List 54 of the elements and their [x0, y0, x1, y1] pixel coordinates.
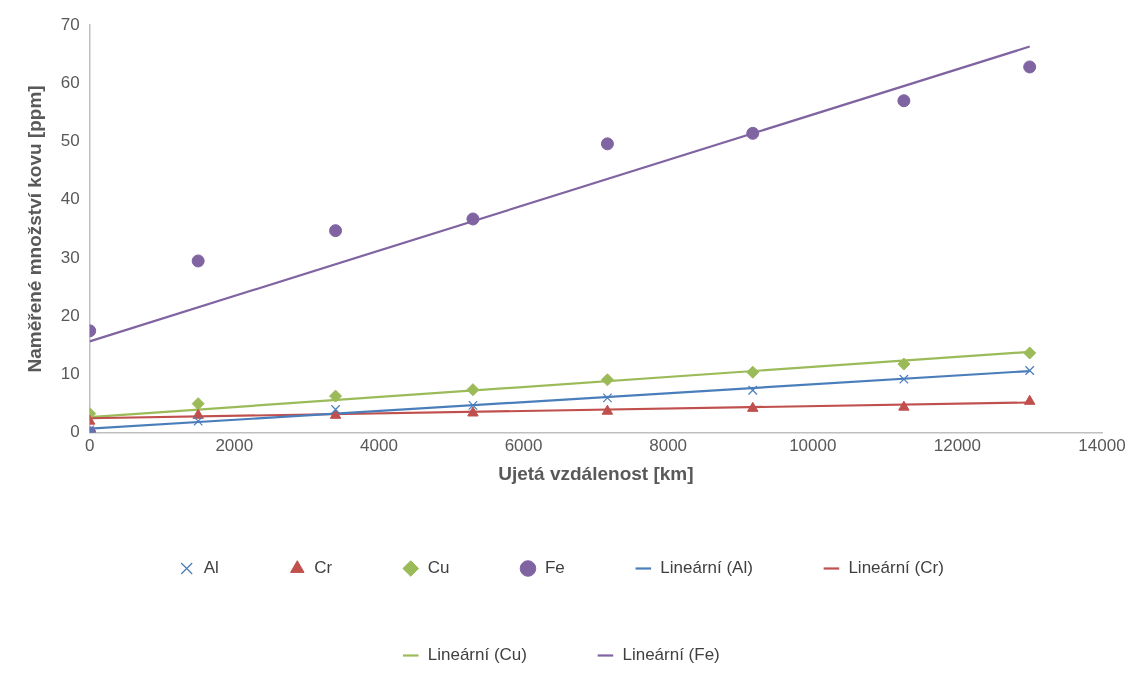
legend-label: Cu	[427, 558, 450, 578]
point	[601, 404, 614, 415]
point	[1023, 60, 1037, 74]
x-tick-label: 12000	[933, 435, 982, 455]
point	[600, 373, 614, 387]
y-tick-label: 0	[70, 422, 80, 442]
point	[1024, 365, 1035, 376]
point	[1023, 346, 1037, 360]
legend-label: Al	[203, 558, 219, 578]
x-axis-title: Ujetá vzdálenost [km]	[498, 462, 694, 484]
point	[897, 357, 911, 371]
y-tick-label: 30	[60, 247, 80, 267]
point	[898, 400, 910, 411]
point	[466, 212, 480, 226]
x-tick-label: 6000	[504, 435, 543, 455]
point	[466, 383, 480, 397]
y-axis-title: Naměřené množství kovu [ppm]	[23, 85, 45, 373]
y-tick-label: 10	[60, 364, 80, 384]
point	[192, 408, 204, 419]
point	[747, 385, 758, 396]
legend-label: Lineární (Cu)	[427, 645, 527, 665]
y-tick-label: 70	[60, 14, 80, 34]
point	[468, 400, 478, 411]
x-tick-label: 10000	[789, 435, 837, 455]
point	[600, 137, 614, 151]
point	[897, 94, 911, 108]
y-tick-label: 50	[60, 131, 80, 151]
point	[1024, 394, 1036, 405]
point	[329, 389, 343, 403]
point	[330, 404, 341, 415]
point	[329, 224, 343, 238]
x-tick-label: 14000	[1078, 435, 1126, 455]
legend-label: Fe	[544, 558, 565, 578]
y-tick-label: 40	[60, 189, 80, 209]
point	[746, 126, 760, 140]
legend-label: Cr	[314, 558, 333, 578]
point	[602, 393, 613, 403]
point	[747, 401, 759, 412]
point	[746, 365, 760, 379]
point	[467, 406, 479, 417]
point	[899, 374, 909, 385]
x-tick-label: 0	[84, 435, 95, 455]
legend-label: Lineární (Fe)	[622, 645, 720, 665]
point	[191, 397, 205, 411]
point	[329, 408, 342, 419]
x-tick-label: 2000	[215, 435, 254, 455]
legend-label: Lineární (Al)	[660, 558, 753, 578]
x-tick-label: 4000	[360, 435, 398, 455]
y-tick-label: 60	[60, 72, 80, 92]
x-tick-label: 8000	[649, 435, 688, 455]
legend-label: Lineární (Cr)	[848, 558, 944, 578]
point	[191, 254, 205, 268]
y-tick-label: 20	[60, 305, 80, 325]
point	[193, 416, 204, 426]
